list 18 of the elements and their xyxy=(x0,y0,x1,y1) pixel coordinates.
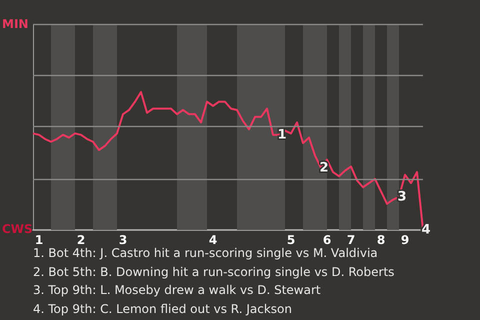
annotation: 2 xyxy=(319,160,329,176)
x-tick-label: 4 xyxy=(208,233,218,247)
x-tick-label: 2 xyxy=(76,233,86,247)
x-tick-label: 1 xyxy=(34,233,44,247)
x-tick-label: 8 xyxy=(376,233,386,247)
x-tick-label: 3 xyxy=(118,233,128,247)
text: CWS xyxy=(2,222,33,236)
text: 4. Top 9th: C. Lemon flied out vs R. Jackson xyxy=(33,300,293,318)
text: 2. Bot 5th: B. Downing hit a run-scoring single vs D. Roberts xyxy=(33,264,394,280)
text: MIN xyxy=(2,16,28,30)
text: 1. Bot 4th: J. Castro hit a run-scoring single vs M. Valdivia xyxy=(33,245,379,262)
text: 3. Top 9th: L. Moseby drew a walk vs D. Stewart xyxy=(33,282,322,299)
x-tick-label: 9 xyxy=(400,233,410,247)
annotation: 3 xyxy=(397,189,407,204)
annotation: 4 xyxy=(421,222,431,238)
x-tick-label: 6 xyxy=(322,233,332,247)
x-tick-label: 5 xyxy=(286,233,296,247)
x-tick-label: 7 xyxy=(346,233,356,247)
